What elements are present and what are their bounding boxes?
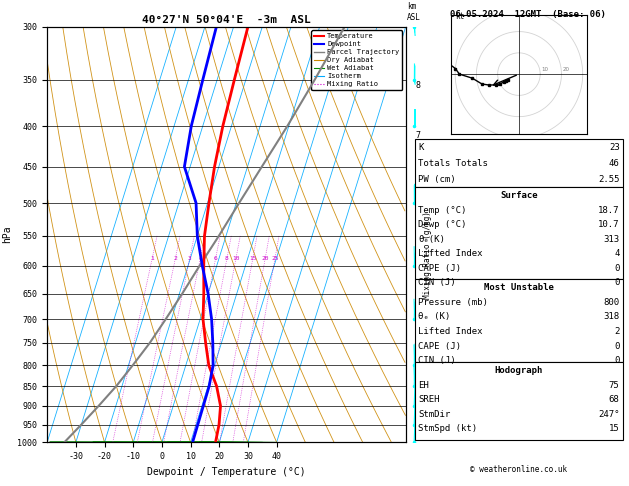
Text: CIN (J): CIN (J) [418,278,456,288]
Text: SREH: SREH [418,395,440,404]
Text: 1: 1 [150,257,154,261]
Text: 23: 23 [609,143,620,153]
Text: 75: 75 [609,381,620,390]
Text: 318: 318 [603,312,620,322]
Text: 0: 0 [614,342,620,351]
Text: 8: 8 [225,257,229,261]
Text: 15: 15 [249,257,257,261]
Text: 800: 800 [603,298,620,307]
Text: 25: 25 [271,257,279,261]
Text: θₑ (K): θₑ (K) [418,312,450,322]
Text: 68: 68 [609,395,620,404]
Text: 0: 0 [614,278,620,288]
Text: 15: 15 [609,424,620,434]
Text: StmDir: StmDir [418,410,450,419]
Text: 20: 20 [562,67,569,72]
Text: 18.7: 18.7 [598,206,620,215]
Text: Lifted Index: Lifted Index [418,249,483,259]
Text: 2: 2 [614,327,620,336]
Text: θₑ(K): θₑ(K) [418,235,445,244]
Text: Lifted Index: Lifted Index [418,327,483,336]
Text: Totals Totals: Totals Totals [418,159,488,169]
Text: 06.05.2024  12GMT  (Base: 06): 06.05.2024 12GMT (Base: 06) [450,10,606,19]
Y-axis label: hPa: hPa [2,226,12,243]
Text: © weatheronline.co.uk: © weatheronline.co.uk [470,465,567,474]
Text: 4: 4 [198,257,202,261]
Text: km
ASL: km ASL [407,2,421,22]
Text: Surface: Surface [500,191,538,200]
Text: 313: 313 [603,235,620,244]
Text: 10.7: 10.7 [598,220,620,229]
Text: CAPE (J): CAPE (J) [418,264,461,273]
Text: Most Unstable: Most Unstable [484,283,554,293]
Text: 247°: 247° [598,410,620,419]
Text: PW (cm): PW (cm) [418,175,456,185]
Text: 46: 46 [609,159,620,169]
Legend: Temperature, Dewpoint, Parcel Trajectory, Dry Adiabat, Wet Adiabat, Isotherm, Mi: Temperature, Dewpoint, Parcel Trajectory… [311,30,402,90]
Text: Dewp (°C): Dewp (°C) [418,220,467,229]
Text: 2.55: 2.55 [598,175,620,185]
Text: 3: 3 [187,257,191,261]
Text: kt: kt [455,12,464,21]
Text: EH: EH [418,381,429,390]
Text: 6: 6 [214,257,218,261]
Text: Pressure (mb): Pressure (mb) [418,298,488,307]
Text: 10: 10 [541,67,548,72]
Text: Mixing Ratio (g/kg): Mixing Ratio (g/kg) [423,211,432,299]
X-axis label: Dewpoint / Temperature (°C): Dewpoint / Temperature (°C) [147,467,306,477]
Text: 4: 4 [614,249,620,259]
Text: CIN (J): CIN (J) [418,356,456,365]
Text: Temp (°C): Temp (°C) [418,206,467,215]
Text: 0: 0 [614,356,620,365]
Text: 10: 10 [232,257,240,261]
Title: 40°27'N 50°04'E  -3m  ASL: 40°27'N 50°04'E -3m ASL [142,15,311,25]
Text: CAPE (J): CAPE (J) [418,342,461,351]
Text: 2: 2 [174,257,177,261]
Text: 0: 0 [614,264,620,273]
Text: 20: 20 [261,257,269,261]
Text: Hodograph: Hodograph [495,366,543,375]
Text: K: K [418,143,424,153]
Text: StmSpd (kt): StmSpd (kt) [418,424,477,434]
